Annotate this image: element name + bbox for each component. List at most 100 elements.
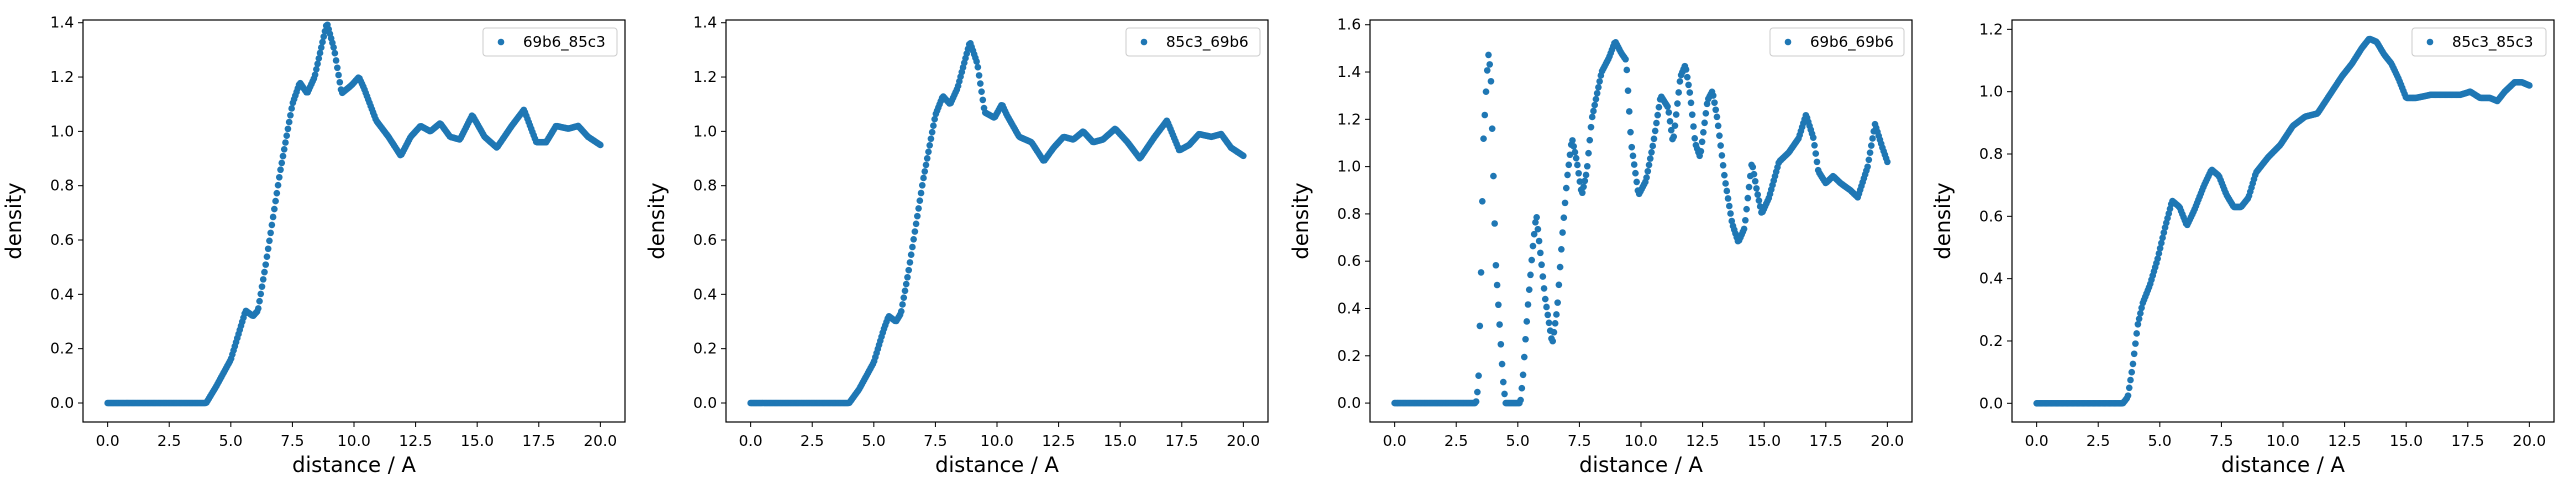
data-point: [2129, 360, 2137, 368]
data-point: [1562, 184, 1570, 192]
y-tick-label: 0.8: [693, 177, 717, 195]
y-tick-label: 0.2: [1337, 347, 1361, 365]
legend-marker: [1140, 38, 1148, 46]
data-point: [1684, 73, 1691, 81]
data-point: [1480, 135, 1487, 142]
data-point: [332, 57, 340, 64]
x-tick-label: 5.0: [1506, 432, 1530, 450]
chart-panel-4: 0.0 2.5 5.0 7.5 10.0 12.5 15.0 17.5 20.0 0.0 0.2 0.…: [1931, 19, 2555, 477]
data-point: [1646, 155, 1654, 162]
data-point: [1702, 110, 1710, 117]
y-tick-label: 0.2: [50, 340, 74, 358]
x-tick-label: 12.5: [399, 432, 432, 450]
data-point: [1722, 180, 1729, 187]
data-point: [1540, 285, 1548, 292]
y-tick-label: 0.6: [1979, 207, 2003, 225]
data-point: [1701, 119, 1708, 127]
x-tick-label: 17.5: [2451, 432, 2484, 450]
data-point: [1581, 177, 1589, 185]
y-tick-label: 0.4: [1337, 299, 1361, 317]
data-point: [314, 60, 321, 68]
data-point: [1651, 127, 1659, 135]
data-point: [899, 301, 906, 308]
data-point: [1728, 217, 1736, 225]
data-point: [1528, 256, 1536, 264]
x-tick-label: 2.5: [1444, 432, 1468, 450]
data-point: [1884, 158, 1891, 166]
x-tick-label: 10.0: [1624, 432, 1657, 450]
x-tick-label: 2.5: [2086, 432, 2110, 450]
data-point: [1721, 171, 1728, 179]
data-point: [1670, 133, 1678, 141]
data-point: [1579, 189, 1586, 197]
data-point: [279, 152, 287, 160]
data-point: [1745, 183, 1753, 191]
data-point: [1655, 103, 1663, 111]
data-point: [914, 212, 921, 220]
data-point: [927, 135, 935, 143]
data-point: [1593, 89, 1601, 97]
x-tick-label: 20.0: [584, 432, 617, 450]
data-point: [1643, 174, 1650, 181]
data-point: [1572, 154, 1580, 162]
data-point: [1674, 100, 1681, 107]
data-point: [1711, 99, 1718, 106]
data-point: [1811, 141, 1818, 149]
data-point: [1685, 81, 1692, 89]
legend: 69b6_85c3: [482, 27, 618, 57]
data-point: [928, 128, 936, 136]
data-point: [1713, 113, 1721, 121]
data-point: [1583, 162, 1591, 170]
data-point: [1751, 177, 1759, 185]
data-point: [1667, 126, 1675, 134]
data-point: [1537, 249, 1544, 257]
data-point: [2138, 304, 2145, 312]
data-point: [2132, 340, 2139, 347]
data-point: [1553, 311, 1560, 318]
x-tick-label: 10.0: [2266, 432, 2299, 450]
y-tick-label: 0.0: [1337, 394, 1361, 412]
data-point: [1493, 281, 1501, 289]
data-point: [1717, 142, 1724, 149]
data-point: [910, 235, 917, 243]
x-tick-label: 15.0: [460, 432, 493, 450]
x-tick-label: 20.0: [1871, 432, 1904, 450]
data-point: [331, 49, 339, 57]
x-tick-label: 20.0: [2513, 432, 2546, 450]
data-point: [2135, 315, 2143, 323]
data-point: [1686, 89, 1694, 96]
data-point: [1554, 299, 1561, 306]
data-point: [1570, 143, 1577, 150]
data-point: [1625, 108, 1633, 115]
data-point: [282, 139, 289, 146]
y-tick-label: 0.0: [1979, 394, 2003, 412]
data-point: [1586, 136, 1594, 144]
data-point: [2158, 239, 2165, 247]
data-point: [1527, 271, 1534, 279]
data-point: [926, 141, 933, 149]
data-point: [1691, 135, 1699, 142]
data-point: [319, 38, 326, 46]
data-point: [1623, 66, 1631, 74]
legend-label: 85c3_85c3: [2452, 33, 2533, 52]
data-point: [2159, 234, 2166, 242]
data-point: [259, 276, 267, 283]
data-point: [268, 221, 276, 229]
data-point: [1519, 371, 1527, 379]
data-point: [264, 245, 272, 253]
data-point: [1709, 92, 1717, 99]
data-point: [1596, 78, 1603, 85]
series-1: [104, 21, 604, 407]
x-tick-label: 15.0: [1747, 432, 1780, 450]
data-point: [973, 58, 980, 65]
x-tick-label: 17.5: [1165, 432, 1198, 450]
data-point: [1645, 161, 1653, 169]
data-point: [2127, 376, 2134, 384]
data-point: [1569, 137, 1576, 144]
y-tick-label: 0.6: [1337, 252, 1361, 270]
data-point: [1541, 295, 1549, 303]
legend: 85c3_69b6: [1125, 27, 1261, 57]
data-point: [1633, 178, 1640, 186]
data-point: [1632, 169, 1639, 177]
data-point: [2134, 320, 2142, 328]
